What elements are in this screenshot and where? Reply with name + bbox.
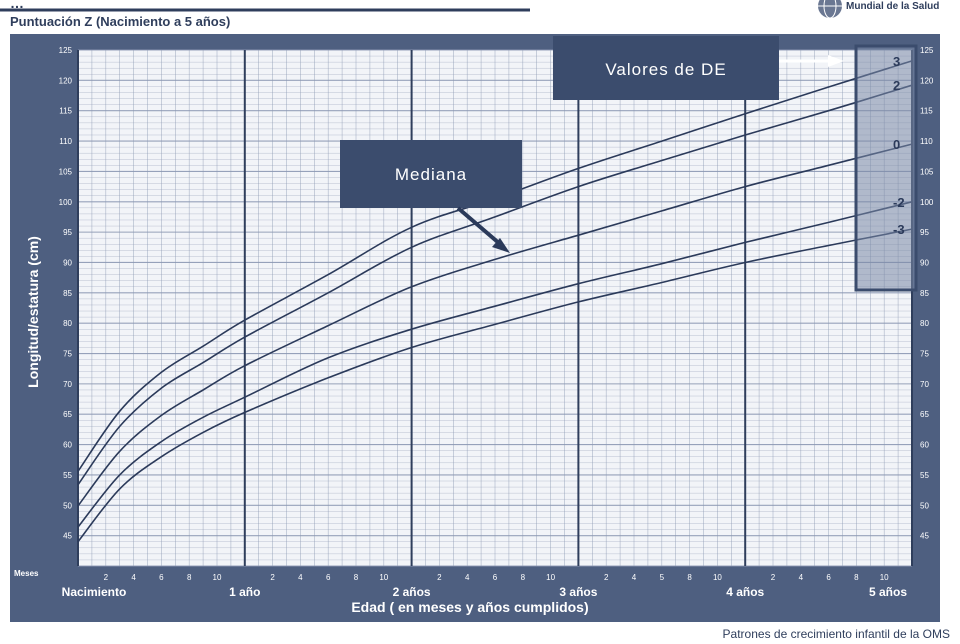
y-tick-label-right: 90 [920,258,929,267]
year-label: Nacimiento [62,585,127,599]
median-callout: Mediana [340,140,522,253]
y-tick-label-right: 50 [920,501,929,510]
y-tick-label: 90 [63,258,72,267]
y-tick-label: 125 [59,46,73,55]
month-tick-label: 8 [187,573,192,582]
y-tick-label: 75 [63,350,72,359]
y-tick-label: 95 [63,228,72,237]
month-tick-label: 2 [437,573,442,582]
x-axis-ticks: 2 4 6 8 10 2 4 6 8 10 2 4 6 8 10 2 4 5 8 10 2 4 6 8 10 [104,573,890,582]
month-tick-label: 8 [521,573,526,582]
sd-values-callout: Valores de DE [553,36,844,100]
month-tick-label: 4 [632,573,637,582]
y-tick-label: 50 [63,501,72,510]
year-label: 2 años [393,585,431,599]
month-tick-label: 6 [493,573,498,582]
month-tick-label: 2 [270,573,275,582]
who-emblem-icon [818,0,842,19]
month-tick-label: 2 [104,573,109,582]
y-tick-label: 70 [63,380,72,389]
org-name: Mundial de la Salud [846,1,939,12]
month-tick-label: 4 [298,573,303,582]
y-tick-label-right: 100 [920,198,934,207]
month-tick-label: 10 [880,573,889,582]
month-tick-label: 4 [799,573,804,582]
y-tick-label: 85 [63,289,72,298]
months-label: Meses [14,569,39,578]
y-tick-label-right: 105 [920,167,934,176]
zscore-curve-3 [77,60,913,472]
month-tick-label: 10 [379,573,388,582]
y-tick-label-right: 80 [920,319,929,328]
y-axis-left-ticks: 45 50 55 60 65 70 75 80 85 90 95 100 105 110 115 120 125 [59,46,73,541]
year-label: 5 años [869,585,907,599]
curves-layer [77,60,913,543]
y-tick-label-right: 85 [920,289,929,298]
month-tick-label: 10 [713,573,722,582]
sd-highlight-box [854,44,918,292]
y-tick-label-right: 55 [920,471,929,480]
y-tick-label: 65 [63,410,72,419]
sd-label-3: 3 [893,54,900,69]
y-tick-label: 110 [59,137,72,146]
y-tick-label-right: 65 [920,410,929,419]
month-tick-label: 10 [546,573,555,582]
sd-arrow-icon [828,55,844,67]
month-tick-label: 10 [213,573,222,582]
month-tick-label: 8 [687,573,692,582]
month-tick-label: 8 [854,573,859,582]
sd-value-labels: 3 2 0 -2 -3 [893,54,905,237]
sd-label-0: 0 [893,137,900,152]
month-tick-label: 6 [826,573,831,582]
month-tick-label: 2 [771,573,776,582]
y-tick-label: 105 [59,167,73,176]
month-tick-label: 5 [660,573,665,582]
y-tick-label-right: 60 [920,441,929,450]
chart-subtitle: Puntuación Z (Nacimiento a 5 años) [10,14,230,29]
month-tick-label: 6 [326,573,331,582]
zscore-curve-2 [77,84,913,486]
header-title-fragment: … [10,0,24,11]
year-label: 3 años [559,585,597,599]
sd-label-2: 2 [893,78,900,93]
y-tick-label-right: 45 [920,532,929,541]
sd-label--3: -3 [893,222,905,237]
year-labels: Nacimiento 1 año 2 años 3 años 4 años 5 años [62,585,908,599]
y-tick-label: 100 [59,198,73,207]
month-tick-label: 6 [159,573,164,582]
month-tick-label: 4 [131,573,136,582]
zscore-curve--2 [77,201,913,528]
year-label: 1 año [229,585,260,599]
sd-values-callout-text: Valores de DE [605,60,726,79]
y-tick-label: 115 [59,107,72,116]
median-arrow-icon [492,238,510,253]
y-tick-label-right: 110 [920,137,933,146]
y-tick-label-right: 115 [920,107,933,116]
median-callout-text: Mediana [395,165,467,184]
zscore-curve-0 [77,143,913,507]
y-tick-label-right: 120 [920,76,934,85]
y-axis-right-ticks: 45 50 55 60 65 70 75 80 85 90 95 100 105 110 115 120 125 [920,46,934,541]
month-tick-label: 2 [604,573,609,582]
y-tick-label: 80 [63,319,72,328]
y-tick-label-right: 125 [920,46,934,55]
month-tick-label: 4 [465,573,470,582]
zscore-curve--3 [77,228,913,543]
y-axis-label: Longitud/estatura (cm) [25,236,41,388]
y-tick-label: 60 [63,441,72,450]
footer-source: Patrones de crecimiento infantil de la O… [723,627,950,641]
y-tick-label-right: 70 [920,380,929,389]
y-tick-label-right: 75 [920,350,929,359]
grid-layer [77,49,913,567]
month-tick-label: 8 [354,573,359,582]
x-axis-label: Edad ( en meses y años cumplidos) [351,599,588,615]
y-tick-label-right: 95 [920,228,929,237]
year-label: 4 años [726,585,764,599]
y-tick-label: 120 [59,76,73,85]
y-tick-label: 55 [63,471,72,480]
y-tick-label: 45 [63,532,72,541]
sd-label--2: -2 [893,195,905,210]
